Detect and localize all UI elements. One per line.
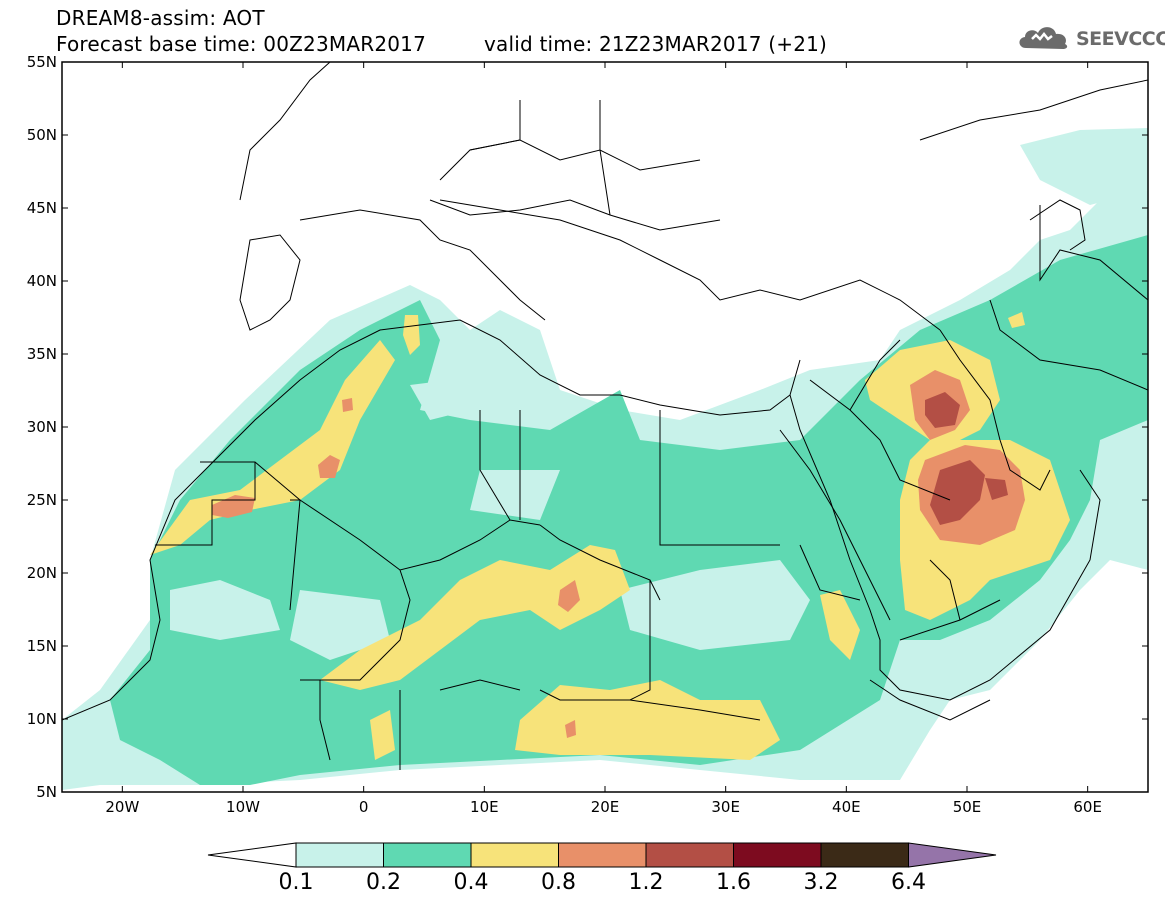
- colorbar-label: 0.2: [366, 870, 401, 895]
- aot-hole-5: [290, 590, 390, 660]
- lat-tick-label: 5N: [36, 783, 57, 801]
- aot-hole-2: [620, 560, 810, 650]
- product-title: DREAM8-assim: AOT: [56, 6, 265, 30]
- lon-tick-label: 50E: [953, 798, 982, 816]
- valid-time: valid time: 21Z23MAR2017 (+21): [484, 32, 828, 56]
- lon-tick-label: 60E: [1073, 798, 1102, 816]
- aot-band-0.4-e: [370, 710, 395, 760]
- lon-tick-label: 20W: [105, 798, 139, 816]
- lat-tick-label: 20N: [27, 564, 57, 582]
- lat-tick-label: 35N: [27, 345, 57, 363]
- lat-tick-label: 30N: [27, 418, 57, 436]
- aot-band-0.4-b: [403, 315, 420, 355]
- colorbar-cap-low: [207, 842, 297, 868]
- borders: [155, 100, 1148, 770]
- colorbar-box: [470, 842, 559, 868]
- aot-hole-3: [170, 580, 280, 640]
- colorbar-label: 1.6: [716, 870, 751, 895]
- seevccc-logo: SEEVCCC: [1016, 22, 1165, 56]
- lat-tick-label: 45N: [27, 199, 57, 217]
- aot-band-1.2-b: [930, 460, 985, 525]
- aot-band-1.2-a: [925, 392, 960, 428]
- colorbar-box: [645, 842, 734, 868]
- aot-band-0.4-g: [820, 590, 860, 660]
- lon-tick-label: 30E: [711, 798, 740, 816]
- aot-band-0.4-c: [320, 545, 630, 690]
- aot-band-0.8-e: [565, 720, 576, 738]
- colorbar-label: 1.2: [628, 870, 664, 895]
- colorbar: [207, 842, 997, 868]
- lat-tick-label: 25N: [27, 491, 57, 509]
- forecast-base-time: Forecast base time: 00Z23MAR2017: [56, 32, 427, 56]
- colorbar-box: [733, 842, 822, 868]
- colorbar-label: 3.2: [803, 870, 839, 895]
- lat-tick-label: 40N: [27, 272, 57, 290]
- lat-tick-label: 55N: [27, 53, 57, 71]
- coastlines: [62, 62, 1148, 721]
- lat-axis: 5N 10N 15N 20N 25N 30N 35N 40N 45N 50N 55N: [27, 53, 1148, 801]
- colorbar-label: 0.1: [278, 870, 314, 895]
- colorbar-box: [295, 842, 384, 868]
- aot-band-0.8-d: [558, 580, 580, 612]
- lat-tick-label: 50N: [27, 126, 57, 144]
- lon-axis: 20W 10W 0 10E 20E 30E 40E 50E 60E: [105, 62, 1102, 816]
- logo-text: SEEVCCC: [1076, 28, 1165, 50]
- lat-tick-label: 10N: [27, 710, 57, 728]
- aot-band-0.8-c: [342, 398, 353, 412]
- aot-band-0.4-h: [1008, 312, 1025, 328]
- colorbar-cap-high: [908, 842, 997, 868]
- aot-band-1.2-c: [985, 478, 1008, 500]
- aot-hole-4: [410, 380, 470, 420]
- aot-band-0.4-a: [150, 340, 395, 555]
- cloud-icon: [1019, 27, 1068, 49]
- colorbar-label: 0.8: [541, 870, 576, 895]
- aot-band-0.8-b: [318, 455, 340, 478]
- colorbar-box: [820, 842, 909, 868]
- aot-field: [62, 62, 1148, 792]
- aot-band-0.8-a: [212, 495, 255, 518]
- aot-band-0.1b: [1020, 128, 1148, 205]
- lon-tick-label: 20E: [591, 798, 620, 816]
- colorbar-box: [383, 842, 472, 868]
- colorbar-label: 6.4: [891, 870, 926, 895]
- colorbar-box: [558, 842, 647, 868]
- lon-tick-label: 10E: [470, 798, 499, 816]
- lon-tick-label: 40E: [832, 798, 861, 816]
- colorbar-label: 0.4: [453, 870, 489, 895]
- aot-hole-1: [470, 470, 560, 520]
- lon-tick-label: 0: [359, 798, 369, 816]
- lon-tick-label: 10W: [226, 798, 260, 816]
- lat-tick-label: 15N: [27, 637, 57, 655]
